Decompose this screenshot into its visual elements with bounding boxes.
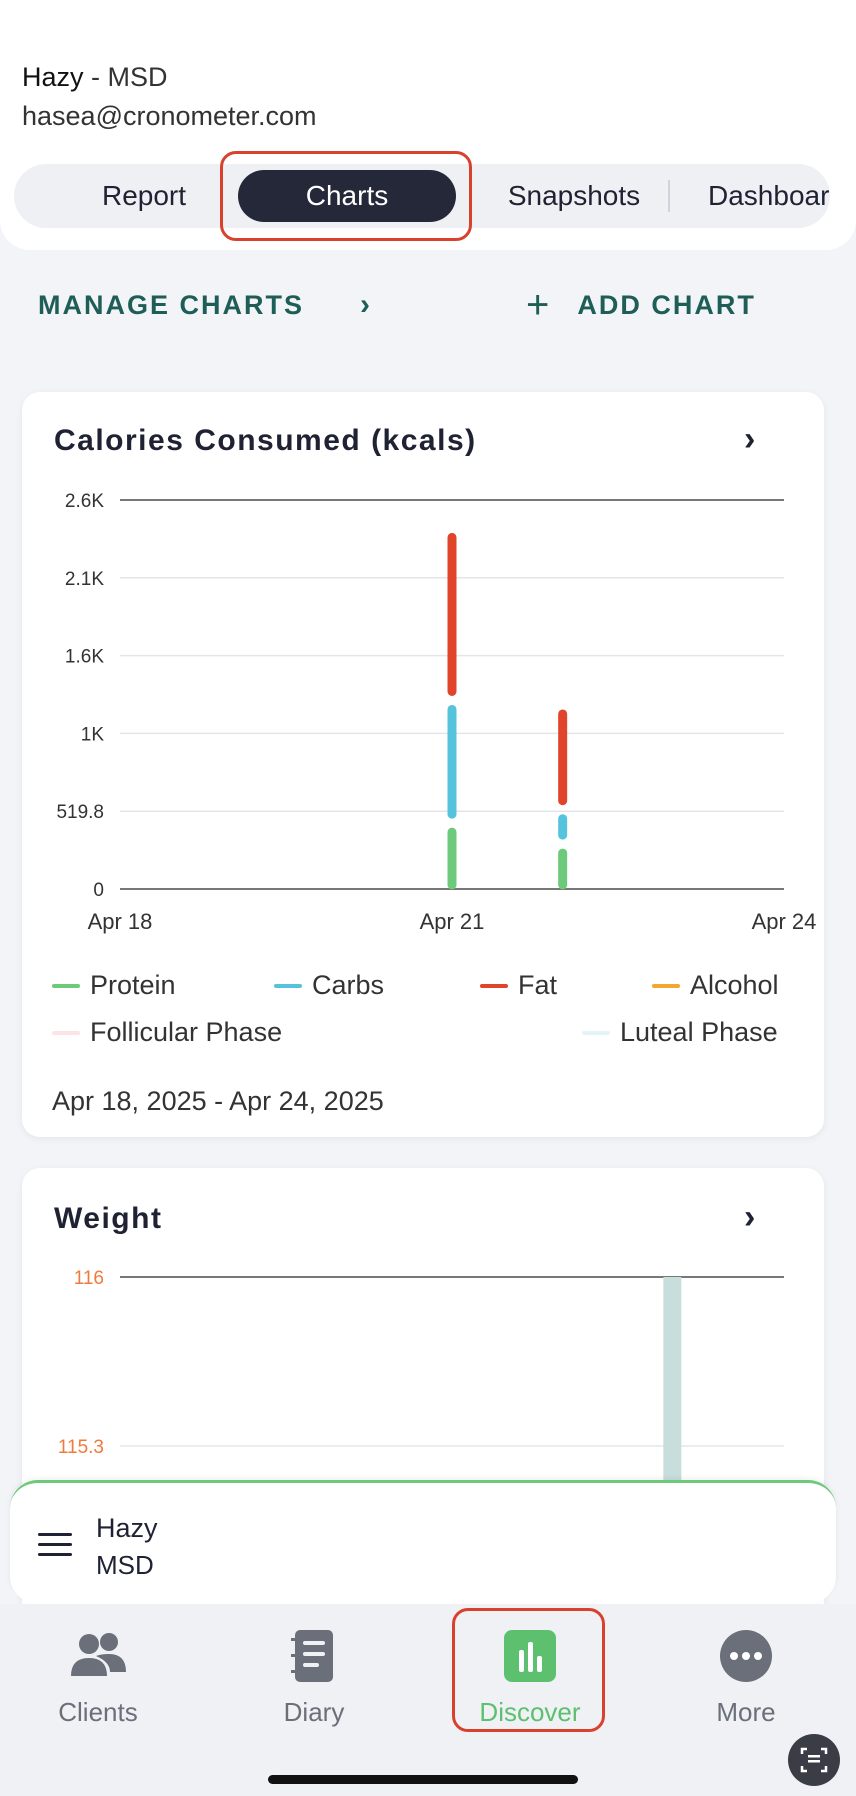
nav-clients[interactable]: Clients bbox=[18, 1626, 178, 1728]
chevron-right-icon[interactable]: › bbox=[360, 288, 370, 321]
client-name: Hazy bbox=[22, 62, 84, 92]
legend-swatch bbox=[52, 983, 80, 988]
legend-item[interactable]: Fat bbox=[480, 970, 557, 1001]
legend-label: Luteal Phase bbox=[620, 1017, 778, 1047]
client-bar-name: Hazy bbox=[96, 1513, 158, 1543]
hamburger-menu-icon[interactable] bbox=[38, 1533, 72, 1557]
client-separator: - bbox=[83, 62, 108, 92]
tab-report[interactable]: Report bbox=[101, 180, 187, 211]
client-bar-subtitle: MSD bbox=[96, 1550, 154, 1580]
legend-item[interactable]: Alcohol bbox=[652, 970, 779, 1001]
legend-swatch bbox=[582, 1030, 610, 1035]
tab-divider bbox=[668, 180, 670, 212]
legend-item[interactable]: Luteal Phase bbox=[582, 1017, 778, 1048]
home-indicator bbox=[268, 1775, 578, 1784]
client-email: hasea@cronometer.com bbox=[22, 101, 317, 131]
nav-diary[interactable]: Diary bbox=[234, 1626, 394, 1728]
nav-more[interactable]: More bbox=[666, 1626, 826, 1728]
bar-chart-icon bbox=[504, 1630, 556, 1682]
legend-swatch bbox=[274, 983, 302, 988]
nav-more-label: More bbox=[716, 1697, 776, 1727]
nav-diary-label: Diary bbox=[283, 1697, 345, 1727]
client-bar[interactable]: Hazy MSD bbox=[10, 1480, 836, 1604]
chevron-right-icon[interactable]: › bbox=[744, 420, 756, 458]
chevron-right-icon[interactable]: › bbox=[744, 1198, 756, 1236]
tab-snapshots[interactable]: Snapshots bbox=[507, 180, 641, 211]
bottom-nav: Clients Diary Discover More bbox=[0, 1604, 856, 1796]
legend-label: Fat bbox=[518, 970, 558, 1000]
add-chart-label: ADD CHART bbox=[577, 290, 756, 320]
manage-charts-button[interactable]: MANAGE CHARTS bbox=[38, 290, 304, 320]
tab-charts[interactable]: Charts bbox=[238, 170, 456, 222]
legend-item[interactable]: Follicular Phase bbox=[52, 1017, 282, 1048]
legend-swatch bbox=[652, 983, 680, 988]
add-chart-button[interactable]: + ADD CHART bbox=[526, 283, 756, 327]
plus-icon: + bbox=[526, 283, 552, 327]
people-icon bbox=[71, 1633, 126, 1676]
notebook-icon bbox=[291, 1630, 333, 1682]
nav-discover[interactable]: Discover bbox=[450, 1626, 610, 1728]
legend-item[interactable]: Protein bbox=[52, 970, 176, 1001]
client-line: Hazy - MSD bbox=[22, 62, 168, 93]
legend-item[interactable]: Carbs bbox=[274, 970, 384, 1001]
legend-label: Carbs bbox=[312, 970, 385, 1000]
header: Hazy - MSD hasea@cronometer.com Report C… bbox=[0, 0, 856, 250]
nav-discover-label: Discover bbox=[479, 1697, 581, 1727]
date-range: Apr 18, 2025 - Apr 24, 2025 bbox=[52, 1086, 384, 1116]
scan-text-icon[interactable] bbox=[788, 1734, 840, 1786]
weight-chart-title: Weight bbox=[54, 1202, 163, 1235]
calories-chart-card[interactable] bbox=[22, 392, 824, 1137]
tab-dashboard[interactable]: Dashboar bbox=[708, 180, 830, 211]
legend-label: Alcohol bbox=[690, 970, 779, 1000]
calories-chart-title: Calories Consumed (kcals) bbox=[54, 424, 477, 457]
client-code: MSD bbox=[107, 62, 168, 92]
legend-swatch bbox=[52, 1030, 80, 1035]
legend-label: Protein bbox=[90, 970, 176, 1000]
nav-clients-label: Clients bbox=[58, 1697, 138, 1727]
legend-swatch bbox=[480, 983, 508, 988]
legend-label: Follicular Phase bbox=[90, 1017, 283, 1047]
more-dots-icon bbox=[720, 1630, 772, 1682]
view-tabs: Report Charts Snapshots Dashboar bbox=[14, 164, 830, 228]
